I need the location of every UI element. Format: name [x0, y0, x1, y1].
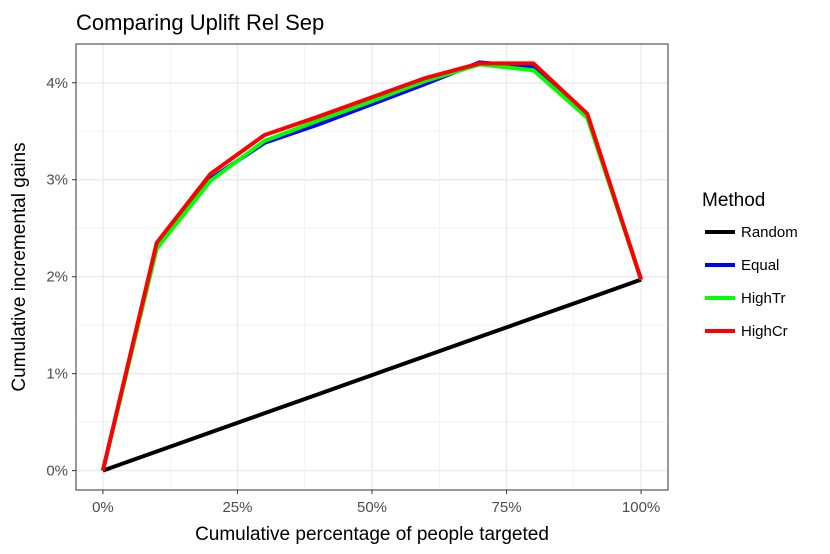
y-axis: 0% 1% 2% 3% 4%	[46, 75, 76, 480]
legend-label-hightr: HighTr	[741, 290, 785, 307]
y-tick-label: 2%	[46, 269, 68, 286]
y-axis-title: Cumulative incremental gains	[9, 142, 30, 391]
chart-title: Comparing Uplift Rel Sep	[76, 10, 324, 35]
series-lines	[100, 60, 644, 473]
x-axis-title: Cumulative percentage of people targeted	[195, 524, 549, 545]
x-tick-label: 25%	[222, 499, 252, 516]
x-axis: 0% 25% 50% 75% 100%	[92, 490, 660, 516]
series-line-random	[102, 277, 642, 473]
legend-label-highcr: HighCr	[741, 323, 788, 340]
legend-label-equal: Equal	[741, 257, 779, 274]
series-line-hightr	[100, 62, 643, 472]
y-tick-label: 3%	[46, 172, 68, 189]
x-tick-label: 75%	[492, 499, 522, 516]
legend: Method Random Equal HighTr HighCr	[702, 190, 798, 340]
y-tick-label: 1%	[46, 366, 68, 383]
legend-label-random: Random	[741, 224, 798, 241]
x-tick-label: 50%	[357, 499, 387, 516]
y-tick-label: 0%	[46, 463, 68, 480]
y-tick-label: 4%	[46, 75, 68, 92]
x-tick-label: 0%	[92, 499, 114, 516]
x-tick-label: 100%	[622, 499, 660, 516]
series-line-highcr	[100, 61, 644, 472]
legend-title: Method	[702, 190, 765, 211]
